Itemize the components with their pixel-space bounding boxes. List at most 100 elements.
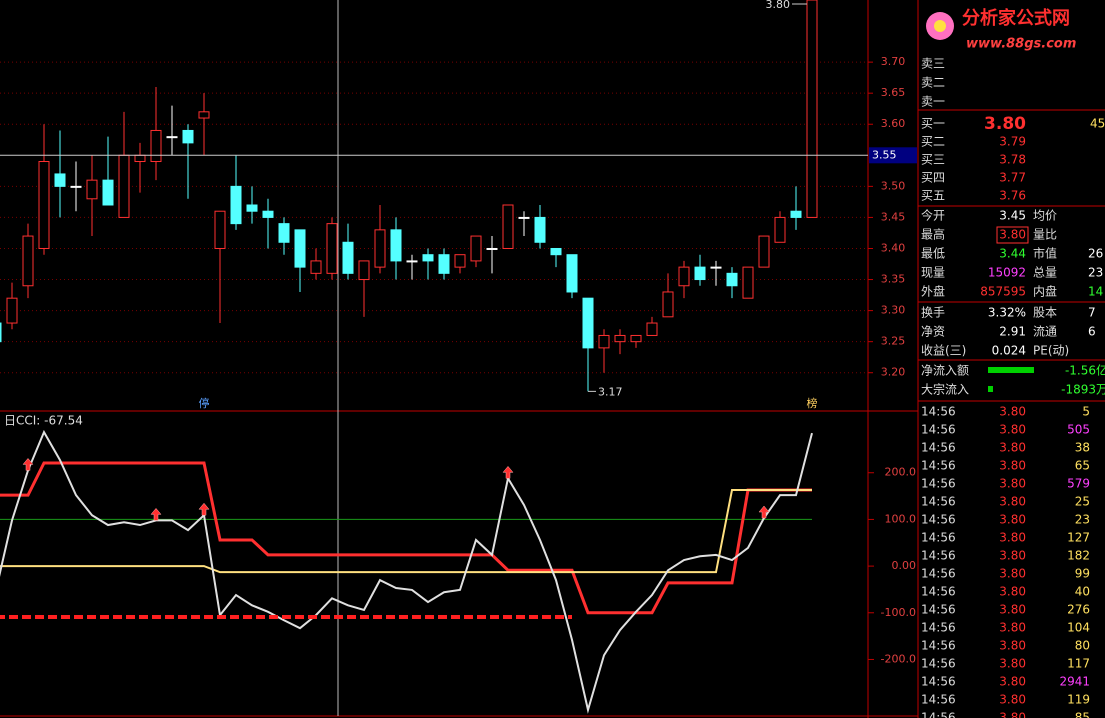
trade-price: 3.80: [999, 603, 1026, 617]
price-plot: 3.80 3.17 停 榜: [0, 0, 868, 410]
logo-title: 分析家公式网: [962, 7, 1070, 29]
candle-body: [438, 254, 450, 274]
stat-label: 总量: [1033, 266, 1057, 280]
candle-body: [278, 223, 290, 243]
candle-body: [662, 291, 674, 318]
y-tick-label: 200.0: [885, 466, 917, 479]
trade-time: 14:56: [921, 477, 956, 491]
buy-price: 3.80: [984, 114, 1026, 134]
y-tick-label: 3.35: [881, 273, 906, 286]
buy-label: 买三: [921, 153, 945, 167]
sell-label: 卖一: [921, 95, 945, 109]
trade-price: 3.80: [999, 549, 1026, 563]
stat-label: 外盘: [921, 284, 945, 299]
stat-label: 净资: [921, 325, 945, 339]
flow-label: 大宗流入: [921, 382, 969, 397]
stat-label: 内盘: [1033, 284, 1057, 299]
buy-price: 3.78: [999, 153, 1026, 167]
stat-label: 现量: [921, 266, 945, 280]
stat-label: 均价: [1033, 209, 1057, 223]
candle-body: [502, 204, 514, 249]
buy-price: 3.79: [999, 135, 1026, 149]
y-tick-label: 3.30: [881, 304, 906, 317]
signal-arrow: [22, 458, 34, 471]
flow-bar: [988, 386, 993, 392]
trade-time: 14:56: [921, 441, 956, 455]
candle-body: [774, 216, 786, 243]
cursor-label: 3.55: [872, 148, 897, 161]
stat-label: 流通: [1033, 325, 1057, 339]
candle-body: [102, 179, 114, 206]
trade-volume: 80: [1075, 639, 1090, 653]
marker: 榜: [807, 396, 818, 410]
y-tick-label: 3.50: [881, 179, 906, 192]
candle-body: [710, 266, 722, 269]
candle-body: [630, 334, 642, 343]
trade-price: 3.80: [999, 405, 1026, 419]
stat-value: 14: [1088, 285, 1103, 299]
trade-volume: 38: [1075, 441, 1090, 455]
buy-label: 买二: [921, 135, 945, 149]
signal-arrow: [502, 465, 514, 479]
stat-label: 最低: [921, 247, 945, 261]
stat-value: 15092: [988, 266, 1026, 280]
candle-body: [582, 297, 594, 349]
sell-label: 卖二: [921, 76, 945, 90]
buy-price: 3.77: [999, 171, 1026, 185]
stat-value: 6: [1088, 325, 1096, 339]
trade-time: 14:56: [921, 405, 956, 419]
candle-body: [790, 210, 802, 218]
trade-time: 14:56: [921, 639, 956, 653]
trade-time: 14:56: [921, 495, 956, 509]
cursor-label-box: [869, 147, 917, 164]
trade-volume: 40: [1075, 585, 1090, 599]
stat-value: 3.44: [999, 247, 1026, 261]
flow-value: -1.56亿: [1065, 363, 1105, 378]
y-tick-label: 3.20: [881, 366, 906, 379]
logo-url: www.88gs.com: [966, 37, 1076, 52]
cci-title: 日CCI: -67.54: [4, 414, 83, 428]
stat-value: 2.91: [999, 325, 1026, 339]
y-tick-label: 100.0: [885, 512, 917, 525]
trade-price: 3.80: [999, 423, 1026, 437]
trade-volume: 127: [1067, 531, 1090, 545]
candle-body: [70, 185, 82, 188]
candle-body: [742, 266, 754, 299]
flow-label: 净流入额: [921, 364, 969, 378]
candle-body: [614, 334, 626, 343]
y-tick-label: 0.00: [892, 559, 917, 572]
trade-price: 3.80: [999, 495, 1026, 509]
trade-volume: 505: [1067, 423, 1090, 437]
buy-price: 3.76: [999, 189, 1026, 203]
stat-value: 3.32%: [988, 306, 1026, 320]
stat-label: 收益(三): [921, 344, 966, 358]
buy-volume: 45: [1090, 117, 1105, 131]
annotation: 3.80: [766, 0, 791, 11]
trade-price: 3.80: [999, 711, 1026, 718]
candle-body: [566, 254, 578, 293]
trade-price: 3.80: [999, 567, 1026, 581]
candle-body: [374, 229, 386, 268]
candle-body: [726, 272, 738, 287]
candle-body: [310, 260, 322, 274]
candle-body: [486, 247, 498, 250]
stat-label: 量比: [1033, 228, 1057, 242]
candle-body: [134, 154, 146, 163]
candle-body: [646, 322, 658, 336]
trade-time: 14:56: [921, 621, 956, 635]
stat-value: 23: [1088, 266, 1103, 280]
trade-price: 3.80: [999, 657, 1026, 671]
flow-bar: [988, 367, 1034, 373]
trade-price: 3.80: [999, 441, 1026, 455]
trade-time: 14:56: [921, 711, 956, 718]
trade-time: 14:56: [921, 657, 956, 671]
y-tick-label: 3.25: [881, 335, 906, 348]
candle-body: [806, 0, 818, 218]
annotation: 3.17: [598, 385, 623, 398]
buy-label: 买四: [921, 171, 945, 185]
trade-volume: 85: [1075, 711, 1090, 718]
trade-volume: 65: [1075, 459, 1090, 473]
trade-time: 14:56: [921, 567, 956, 581]
buy-label: 买五: [921, 189, 945, 203]
